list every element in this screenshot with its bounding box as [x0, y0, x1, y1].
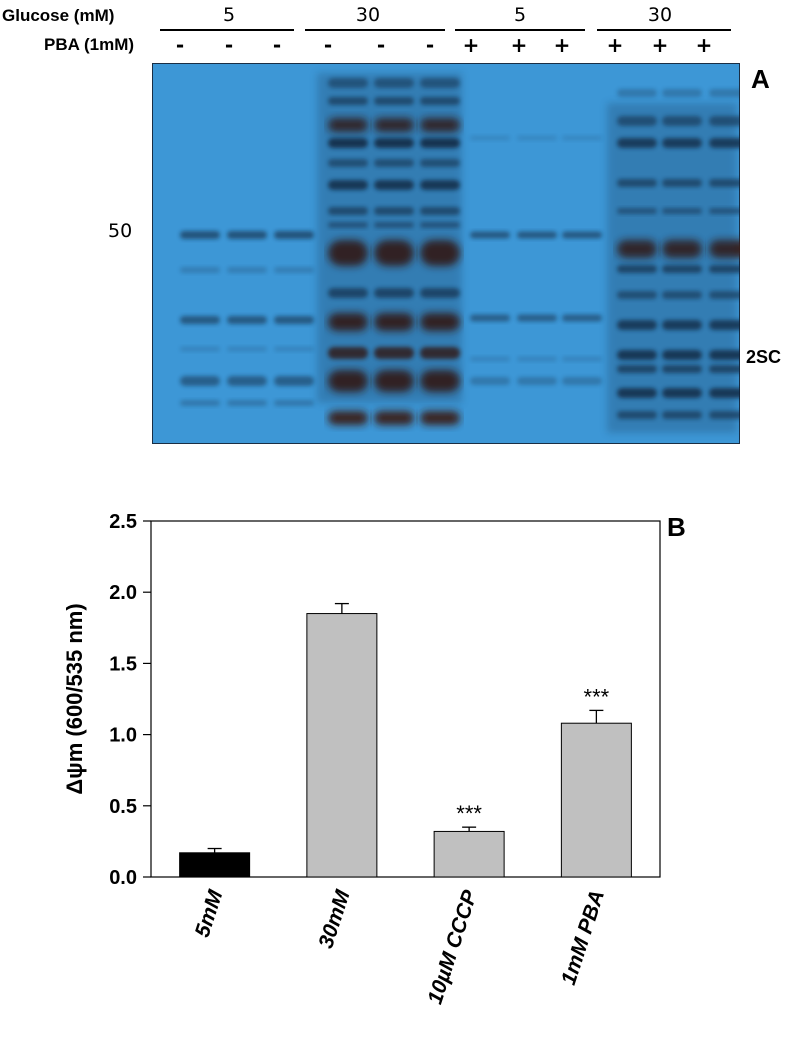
blot-band	[227, 376, 267, 386]
plot-frame	[150, 520, 661, 878]
x-tick-label: 5mM	[191, 887, 228, 940]
group-underline-1	[160, 29, 294, 31]
blot-band	[562, 231, 602, 239]
western-blot-image	[152, 63, 740, 444]
blot-band	[517, 314, 557, 322]
bar	[560, 722, 632, 878]
bar	[306, 613, 378, 878]
pba-sign: +	[553, 33, 571, 57]
y-axis-label: Δψm (600/535 nm)	[62, 603, 87, 794]
glucose-row-label: Glucose (mM)	[2, 6, 115, 25]
blot-band	[517, 231, 557, 239]
glucose-value-group-2: 30	[355, 4, 381, 26]
blot-band	[517, 135, 557, 141]
blot-band	[470, 314, 510, 322]
pba-sign: +	[606, 33, 624, 57]
panel-b-letter: B	[667, 512, 686, 542]
blot-band	[517, 356, 557, 362]
y-tick-label: 0.5	[109, 796, 137, 818]
pba-sign: -	[272, 33, 282, 57]
blot-band	[562, 356, 602, 362]
blot-band	[562, 377, 602, 385]
pba-sign: +	[510, 33, 528, 57]
pba-sign: +	[462, 33, 480, 57]
blot-band	[180, 267, 220, 273]
pba-sign: -	[376, 33, 386, 57]
blot-band	[617, 89, 657, 97]
blot-band	[562, 314, 602, 322]
glucose-value-group-4: 30	[647, 4, 673, 26]
blot-band	[227, 231, 267, 239]
antibody-label: 2SC	[746, 347, 782, 367]
pba-sign: -	[175, 33, 185, 57]
x-tick-label: 1mM PBA	[557, 887, 609, 987]
blot-band	[517, 377, 557, 385]
pba-sign: +	[651, 33, 669, 57]
y-tick-label: 2.5	[109, 511, 137, 533]
glucose-value-group-3: 5	[513, 4, 527, 26]
blot-band	[180, 346, 220, 352]
blot-band	[274, 376, 314, 386]
significance-marker: ***	[584, 684, 610, 709]
blot-band	[328, 411, 368, 425]
blot-band	[180, 400, 220, 406]
blot-band	[180, 231, 220, 239]
group-underline-4	[597, 29, 731, 31]
pba-sign: +	[695, 33, 713, 57]
blot-band	[470, 231, 510, 239]
blot-lane-smear	[317, 73, 462, 403]
y-tick-label: 2.0	[109, 582, 137, 604]
group-underline-2	[305, 29, 445, 31]
y-tick-label: 1.0	[109, 725, 137, 747]
pba-sign: -	[425, 33, 435, 57]
glucose-value-group-1: 5	[222, 4, 236, 26]
blot-band	[227, 267, 267, 273]
blot-lane-smear	[607, 103, 737, 433]
x-tick-label: 30mM	[314, 887, 354, 951]
blot-band	[562, 135, 602, 141]
blot-band	[274, 231, 314, 239]
blot-band	[274, 346, 314, 352]
blot-band	[180, 316, 220, 324]
pba-row-label: PBA (1mM)	[44, 35, 135, 54]
molecular-weight-marker: 50	[108, 220, 133, 242]
x-tick-label: 10µM CCCP	[423, 887, 482, 1008]
blot-band	[470, 377, 510, 385]
blot-band	[227, 346, 267, 352]
blot-band	[274, 400, 314, 406]
pba-sign: -	[323, 33, 333, 57]
pba-sign: -	[224, 33, 234, 57]
blot-band	[470, 135, 510, 141]
blot-band	[709, 89, 740, 97]
bar	[179, 852, 251, 878]
blot-band	[227, 400, 267, 406]
blot-band	[274, 267, 314, 273]
group-underline-3	[455, 29, 585, 31]
panel-a-letter: A	[751, 64, 770, 94]
blot-band	[470, 356, 510, 362]
y-tick-label: 0.0	[109, 867, 137, 889]
blot-band	[374, 411, 414, 425]
blot-band	[180, 376, 220, 386]
significance-marker: ***	[456, 801, 482, 826]
blot-band	[662, 89, 702, 97]
bar-chart: 0.0 0.5 1.0 1.5 2.0 2.5 Δψm (600/535 nm) 5mM 30m…	[62, 511, 661, 1008]
y-tick-label: 1.5	[109, 653, 137, 675]
bar	[433, 830, 505, 878]
blot-band	[274, 316, 314, 324]
blot-band	[420, 411, 460, 425]
blot-band	[227, 316, 267, 324]
